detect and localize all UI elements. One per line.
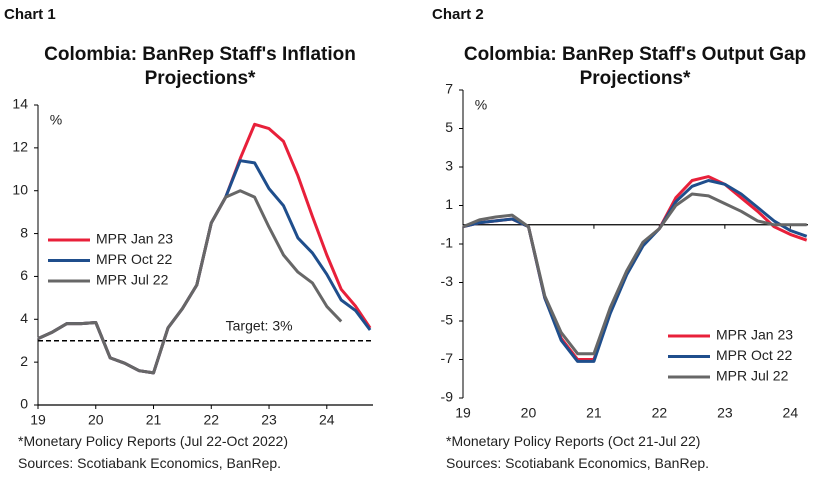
y-tick-label: -5 <box>441 312 454 328</box>
legend-label: MPR Oct 22 <box>96 251 172 267</box>
series-line <box>462 192 807 356</box>
y-tick-label: 10 <box>12 181 28 197</box>
y-tick-label: -7 <box>441 350 454 366</box>
y-tick-label: 8 <box>20 224 28 240</box>
x-tick-label: 19 <box>455 405 471 421</box>
x-tick-label: 23 <box>717 405 733 421</box>
x-tick-label: 21 <box>586 405 602 421</box>
chart-title: Colombia: BanRep Staff's Inflation Proje… <box>44 44 356 89</box>
unit-label: % <box>475 97 487 113</box>
chart-label: Chart 1 <box>4 6 56 23</box>
footnote: *Monetary Policy Reports (Oct 21-Jul 22) <box>446 433 701 449</box>
y-tick-label: 2 <box>20 353 28 369</box>
source: Sources: Scotiabank Economics, BanRep. <box>18 455 282 471</box>
series-line <box>462 179 808 363</box>
legend-label: MPR Jan 23 <box>716 327 793 343</box>
x-tick-label: 19 <box>30 412 46 428</box>
source: Sources: Scotiabank Economics, BanRep. <box>446 455 710 471</box>
series-line <box>37 189 343 375</box>
x-tick-label: 21 <box>146 412 162 428</box>
legend-label: MPR Oct 22 <box>716 347 792 363</box>
y-tick-label: 7 <box>445 81 453 97</box>
y-tick-label: 0 <box>20 396 28 412</box>
y-tick-label: -1 <box>441 235 454 251</box>
x-tick-label: 22 <box>203 412 219 428</box>
legend-label: MPR Jul 22 <box>96 272 169 288</box>
x-tick-label: 23 <box>261 412 277 428</box>
y-tick-label: 4 <box>20 310 28 326</box>
x-tick-label: 24 <box>319 412 335 428</box>
unit-label: % <box>50 112 62 128</box>
x-tick-label: 20 <box>88 412 104 428</box>
x-tick-label: 20 <box>521 405 537 421</box>
target-label: Target: 3% <box>226 317 293 333</box>
y-tick-label: -3 <box>441 273 454 289</box>
y-tick-label: 6 <box>20 267 28 283</box>
y-tick-label: 3 <box>445 158 453 174</box>
y-tick-label: -9 <box>441 389 454 405</box>
chart-label: Chart 2 <box>432 6 484 23</box>
y-tick-label: 14 <box>12 96 28 112</box>
y-tick-label: 12 <box>12 139 28 155</box>
x-tick-label: 22 <box>652 405 668 421</box>
legend-label: MPR Jan 23 <box>96 231 173 247</box>
footnote: *Monetary Policy Reports (Jul 22-Oct 202… <box>18 433 288 449</box>
y-tick-label: 1 <box>445 196 453 212</box>
chart-title: Colombia: BanRep Staff's Output Gap Proj… <box>463 44 807 89</box>
legend-label: MPR Jul 22 <box>716 368 789 384</box>
x-tick-label: 24 <box>783 405 799 421</box>
y-tick-label: 5 <box>445 119 453 135</box>
